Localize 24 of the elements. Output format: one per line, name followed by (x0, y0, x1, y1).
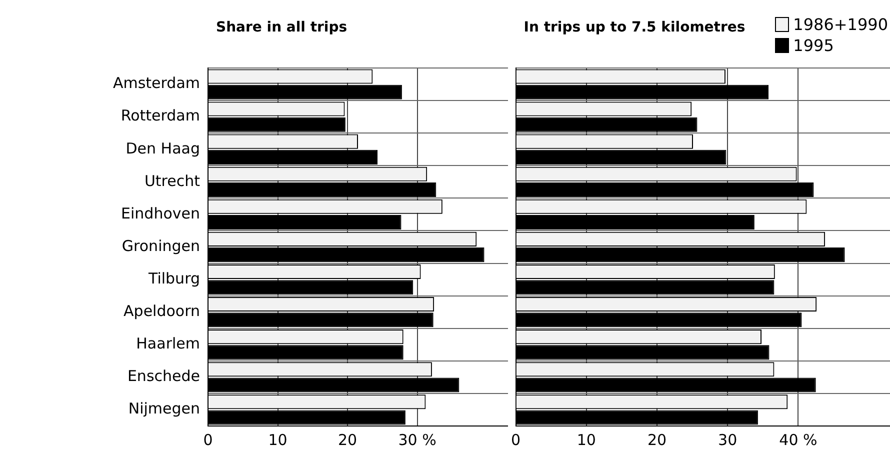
y-tick-label: Apeldoorn (124, 302, 200, 320)
chart-title: Share in all trips (216, 20, 348, 36)
y-tick-label: Rotterdam (120, 106, 200, 125)
chart-title: In trips up to 7.5 kilometres (524, 20, 746, 36)
y-tick-label: Den Haag (126, 139, 200, 158)
y-tick-label: Nijmegen (128, 400, 200, 418)
x-tick-label: 20 (647, 430, 667, 449)
x-tick-label: 10 (268, 430, 288, 449)
legend-label: 1986+1990 (793, 14, 888, 35)
x-tick-label: 10 (576, 430, 596, 449)
y-tick-label: Tilburg (148, 269, 200, 288)
x-tick-label: 0 (511, 430, 521, 449)
y-tick-label: Amsterdam (112, 74, 200, 92)
y-tick-label: Utrecht (144, 172, 200, 190)
x-tick-label: 20 (338, 430, 358, 449)
legend-label: 1995 (793, 35, 834, 56)
x-tick-label: 30 (718, 430, 738, 449)
y-tick-label: Enschede (127, 367, 200, 386)
y-tick-label: Groningen (122, 236, 200, 255)
y-tick-label: Eindhoven (121, 204, 200, 222)
x-tick-label: 40 % (779, 430, 818, 449)
x-tick-label: 30 % (398, 430, 436, 449)
x-tick-label: 0 (203, 430, 213, 449)
y-tick-label: Haarlem (136, 334, 200, 353)
